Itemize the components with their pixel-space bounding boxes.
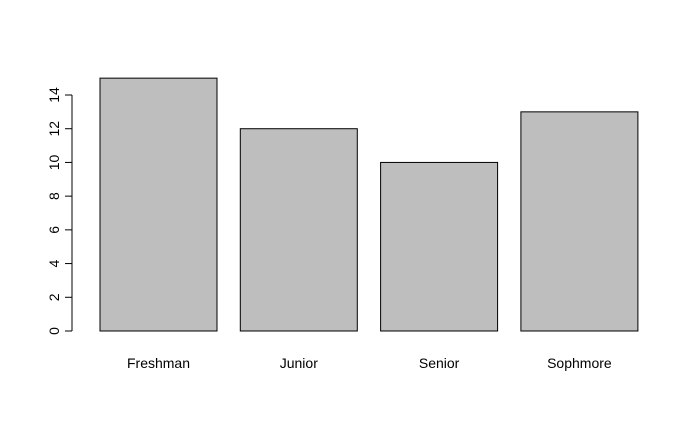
y-tick-label: 14 bbox=[46, 87, 62, 103]
x-label-junior: Junior bbox=[280, 355, 318, 371]
bar-senior bbox=[380, 161, 499, 332]
y-tick-label: 2 bbox=[46, 293, 62, 301]
y-tick-label: 6 bbox=[46, 226, 62, 234]
y-tick-label: 8 bbox=[46, 192, 62, 200]
x-label-senior: Senior bbox=[419, 355, 460, 371]
bar-junior bbox=[239, 128, 358, 332]
x-label-freshman: Freshman bbox=[127, 355, 190, 371]
y-tick-label: 12 bbox=[46, 121, 62, 137]
x-axis-labels: Freshman Junior Senior Sophmore bbox=[127, 355, 612, 371]
bar-freshman bbox=[99, 77, 218, 332]
bars-group bbox=[99, 77, 639, 332]
y-tick-label: 0 bbox=[46, 327, 62, 335]
x-label-sophmore: Sophmore bbox=[547, 355, 612, 371]
y-axis: 0 2 4 6 8 10 12 14 bbox=[46, 87, 73, 335]
bar-sophmore bbox=[520, 111, 639, 332]
y-tick-label: 4 bbox=[46, 259, 62, 267]
y-tick-label: 10 bbox=[46, 154, 62, 170]
